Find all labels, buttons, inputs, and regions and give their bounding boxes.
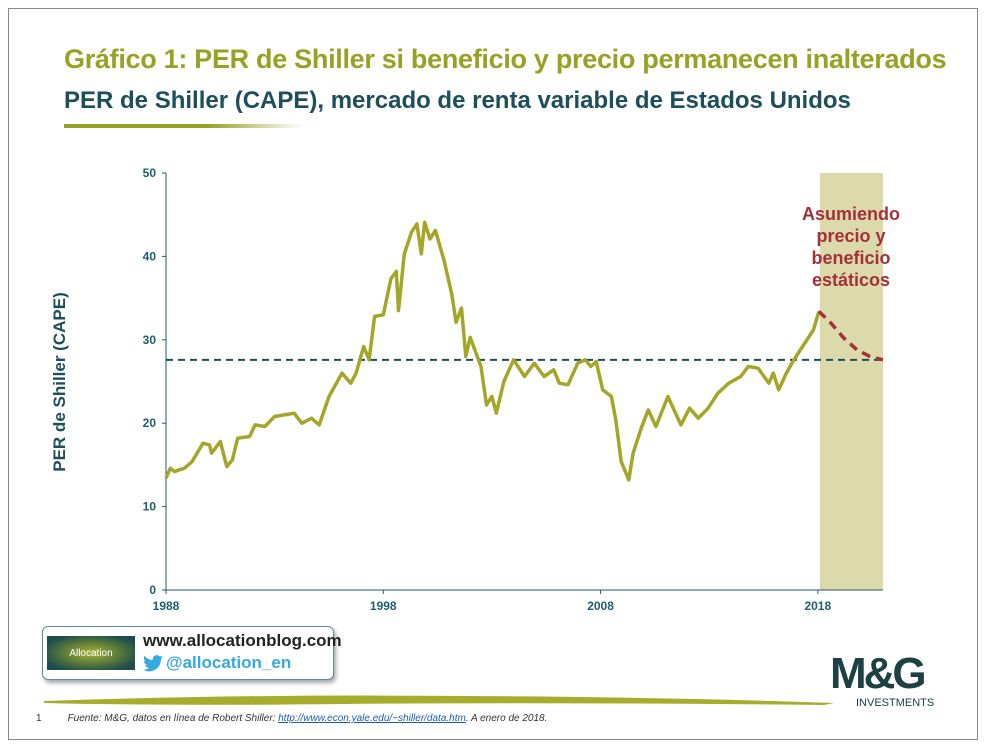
- mg-logo-text: M&G: [830, 649, 924, 698]
- mg-investments-logo: M&G INVESTMENTS: [830, 649, 934, 709]
- y-tick-label: 50: [143, 166, 157, 180]
- y-tick-label: 30: [143, 333, 157, 347]
- chart-title: Gráfico 1: PER de Shiller si beneficio y…: [64, 44, 947, 74]
- cape-series-line: [164, 220, 821, 482]
- twitter-bird-icon: [143, 654, 163, 671]
- chart: 0 10 20 30 40 50 1988 1998 2008 2018 Asumiendoprec…: [143, 166, 900, 613]
- y-tick-label: 20: [143, 416, 157, 430]
- source-text: Fuente: M&G, datos en línea de Robert Sh…: [67, 713, 279, 724]
- blog-badge[interactable]: Allocation www.allocationblog.com @alloc…: [42, 626, 342, 680]
- slide-frame: [8, 8, 978, 740]
- source-footnote: 1 Fuente: M&G, datos en línea de Robert S…: [36, 713, 547, 724]
- projection-shaded-region: [819, 173, 883, 590]
- y-tick-label: 0: [149, 583, 156, 597]
- y-tick-label: 10: [143, 500, 157, 514]
- annotation-line: beneficio: [811, 248, 890, 268]
- x-tick-label: 1998: [370, 599, 397, 613]
- source-date: . A enero de 2018.: [465, 713, 548, 724]
- projection-series-line: [817, 310, 884, 362]
- x-tick-label: 2018: [804, 599, 831, 613]
- page-number: 1: [36, 713, 42, 724]
- twitter-handle: @allocation_en: [166, 653, 292, 672]
- title-underline: [64, 124, 304, 128]
- blog-url[interactable]: www.allocationblog.com: [143, 631, 342, 650]
- mg-logo-subtext: INVESTMENTS: [856, 697, 934, 709]
- annotation-line: estáticos: [812, 270, 890, 290]
- x-tick-label: 1988: [153, 599, 180, 613]
- annotation-line: precio y: [816, 226, 885, 246]
- chart-subtitle: PER de Shiller (CAPE), mercado de renta …: [64, 87, 851, 114]
- brush-stroke-divider: [44, 695, 834, 705]
- twitter-link[interactable]: @allocation_en: [143, 653, 291, 673]
- source-link[interactable]: http://www.econ.yale.edu/~shiller/data.h…: [278, 713, 466, 724]
- y-tick-label: 40: [143, 249, 157, 263]
- x-tick-label: 2008: [587, 599, 614, 613]
- allocation-logo: Allocation: [47, 636, 135, 670]
- annotation-line: Asumiendo: [802, 204, 900, 224]
